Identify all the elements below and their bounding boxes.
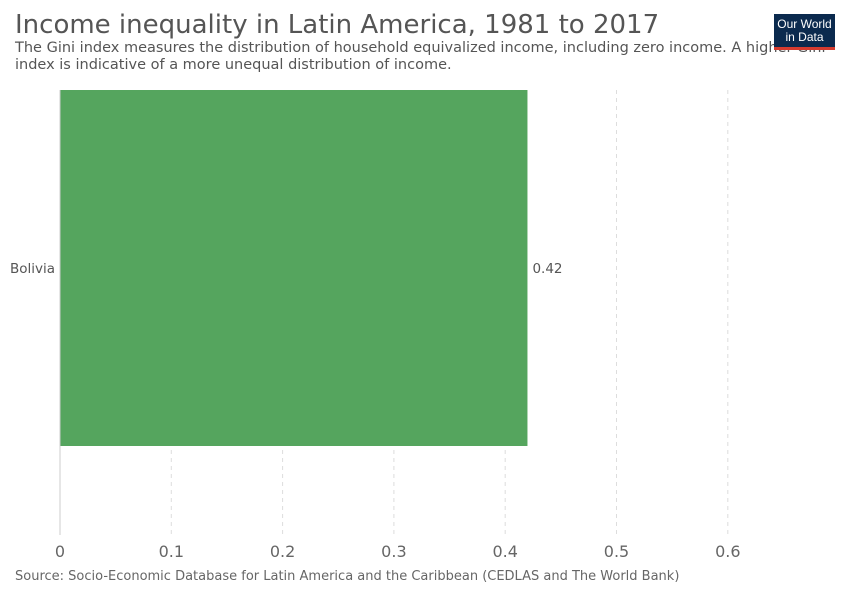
x-tick-label: 0.2: [270, 542, 295, 561]
category-label: Bolivia: [10, 261, 55, 277]
x-tick-label: 0.4: [492, 542, 517, 561]
x-tick-label: 0: [55, 542, 65, 561]
bar: [60, 90, 528, 446]
owid-logo[interactable]: Our World in Data: [774, 14, 835, 50]
x-tick-label: 0.5: [604, 542, 629, 561]
x-tick-label: 0.1: [159, 542, 184, 561]
chart-title: Income inequality in Latin America, 1981…: [15, 10, 660, 40]
logo-line-2: in Data: [785, 30, 824, 44]
source-note: Source: Socio-Economic Database for Lati…: [15, 569, 680, 584]
value-label: 0.42: [532, 261, 562, 277]
chart-subtitle: The Gini index measures the distribution…: [15, 40, 826, 73]
x-tick-label: 0.6: [715, 542, 740, 561]
x-tick-label: 0.3: [381, 542, 406, 561]
logo-line-1: Our World: [777, 17, 832, 31]
